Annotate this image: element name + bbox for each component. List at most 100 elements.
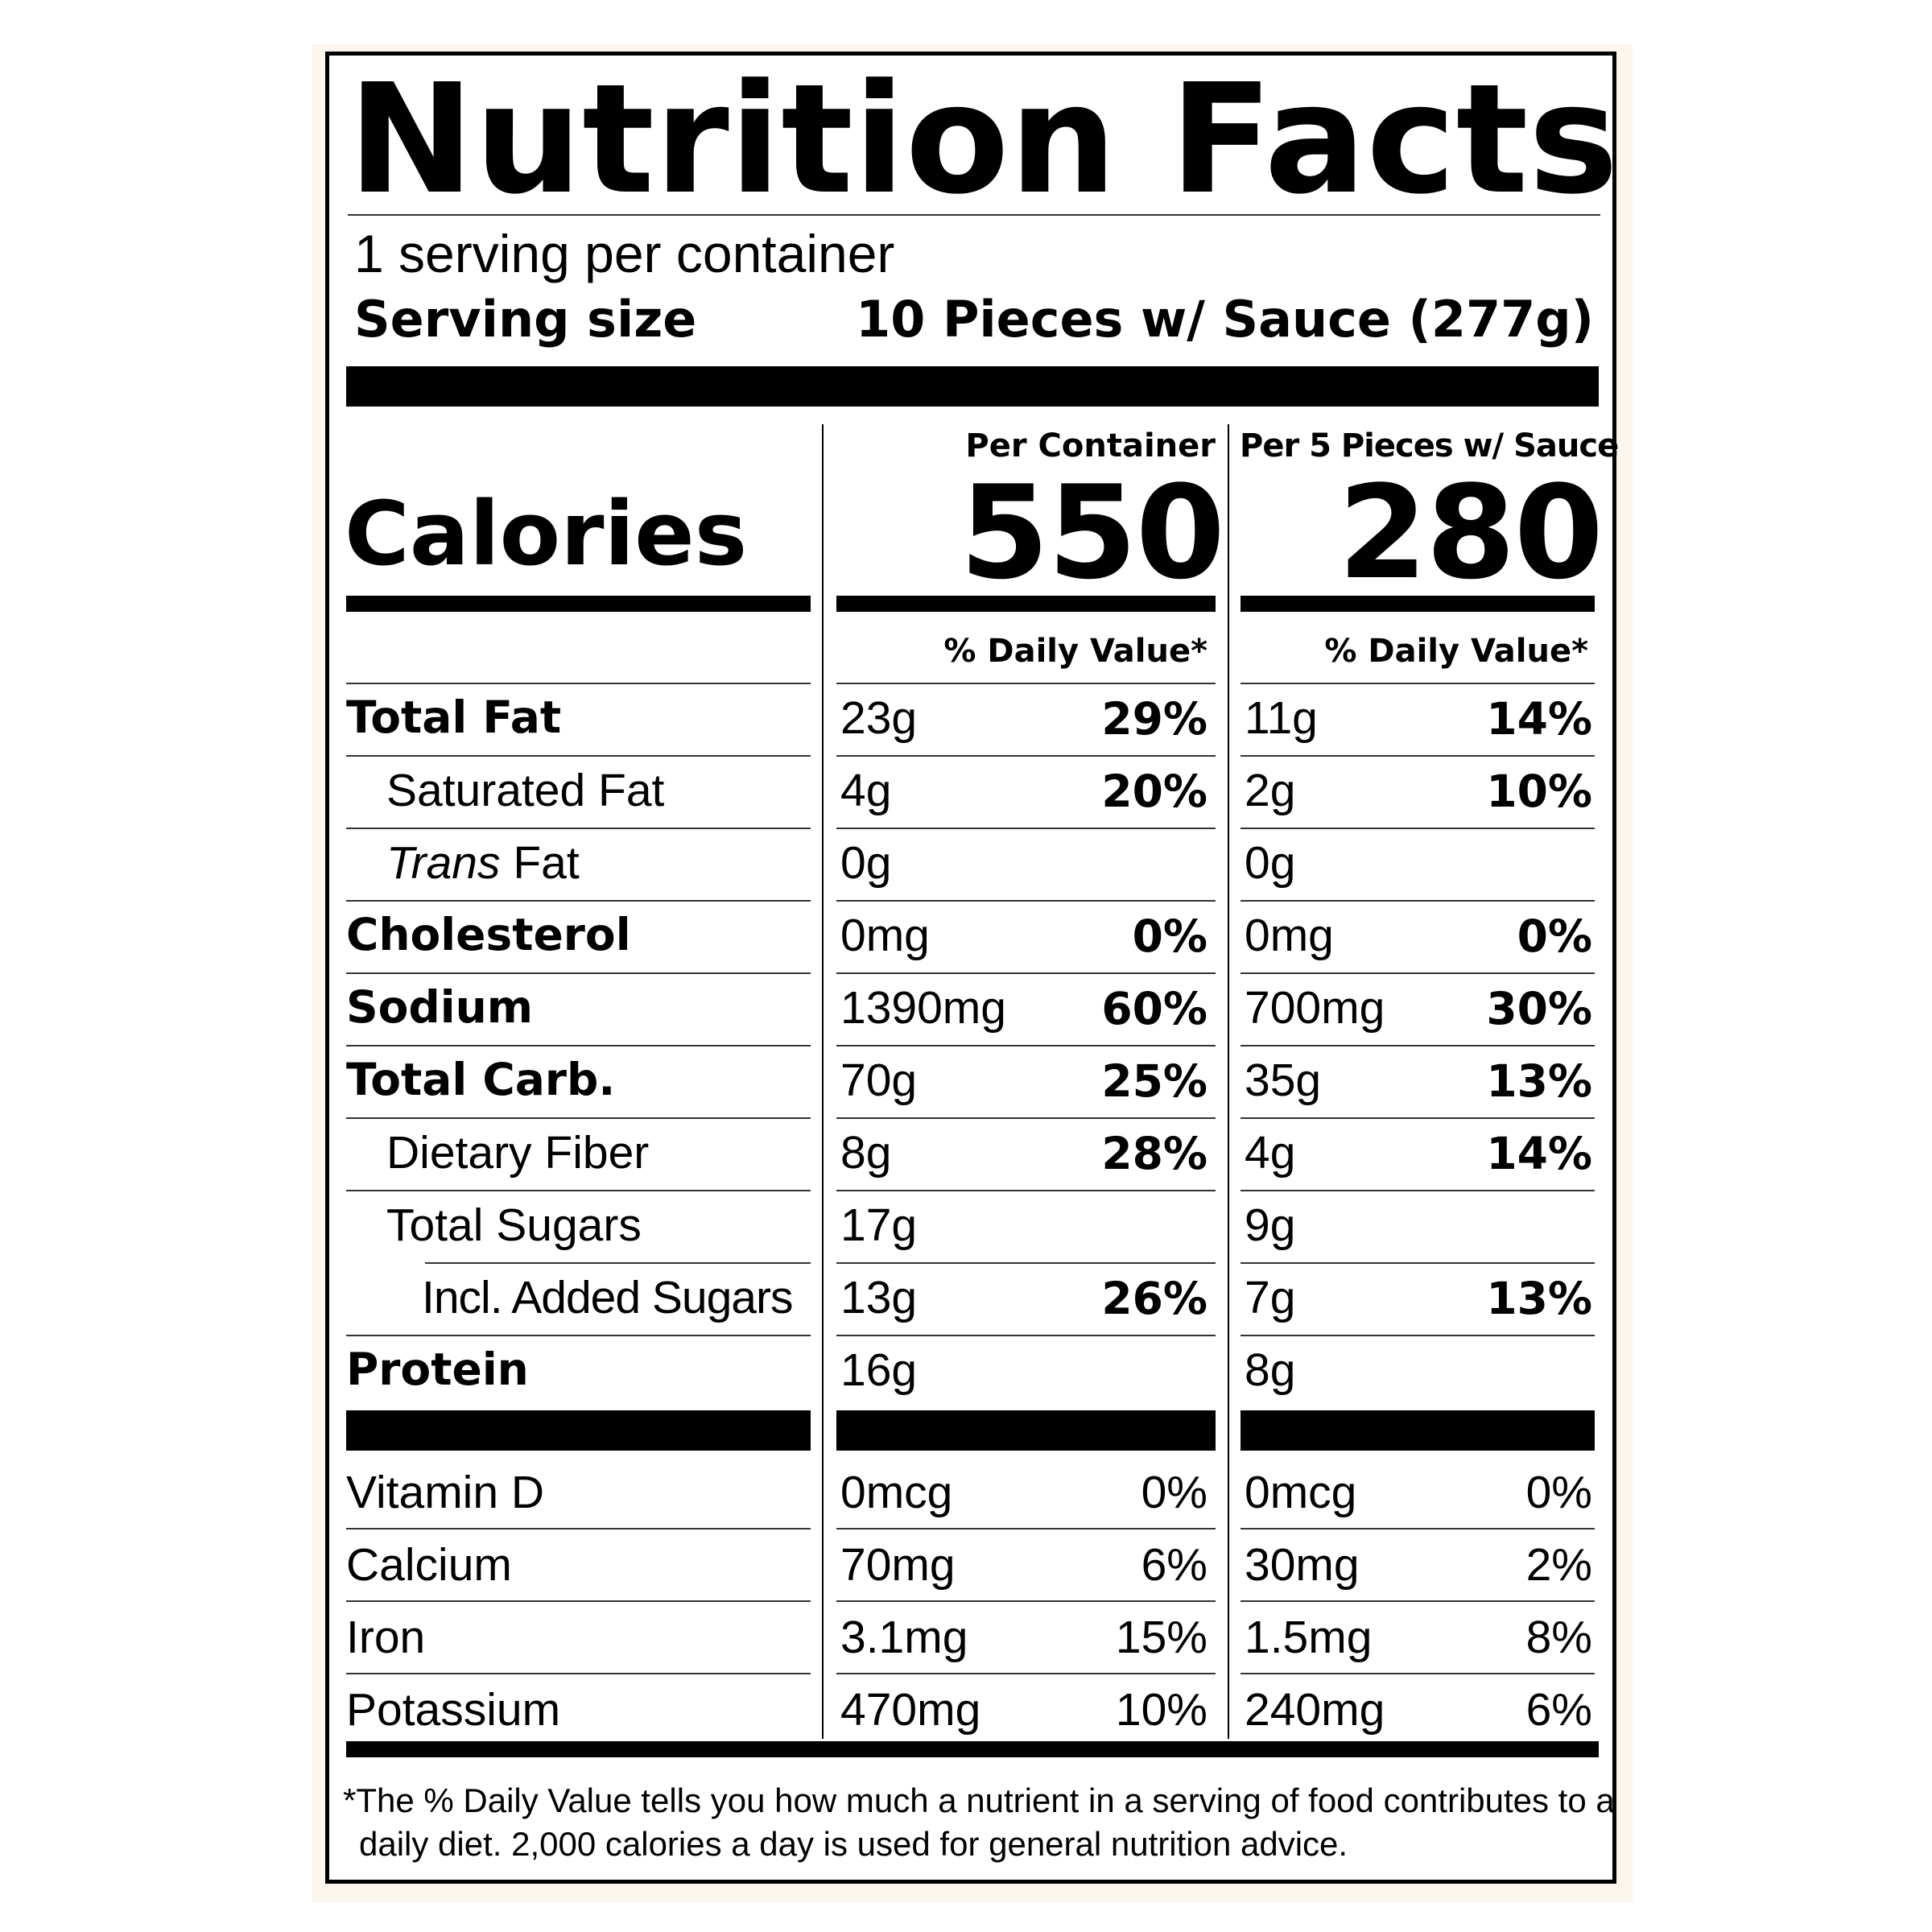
- footnote-line-2: daily diet. 2,000 calories a day is used…: [359, 1825, 1348, 1863]
- row-separator: [346, 972, 811, 974]
- thick-bar-bottom: [346, 1741, 1599, 1757]
- daily-value-col1: 10%: [1115, 1684, 1208, 1736]
- row-separator: [836, 1528, 1216, 1530]
- daily-value-header-col2: % Daily Value*: [1324, 633, 1588, 670]
- amount-col1: 8g: [840, 1127, 892, 1179]
- daily-value-col1: 15%: [1115, 1612, 1208, 1663]
- nutrient-name: Trans Fat: [386, 840, 580, 886]
- row-separator: [346, 1117, 811, 1119]
- row-separator: [1241, 755, 1595, 757]
- row-separator: [836, 1117, 1216, 1119]
- row-separator: [836, 1673, 1216, 1674]
- row-separator: [425, 1262, 811, 1264]
- amount-col1: 0g: [840, 837, 892, 889]
- row-separator: [346, 1190, 811, 1191]
- calories-bar-col1: [836, 596, 1216, 612]
- serving-size-value: 10 Pieces w/ Sauce (277g): [856, 290, 1594, 349]
- row-separator: [836, 900, 1216, 902]
- nutrition-label: [325, 52, 1616, 1884]
- row-separator: [836, 1335, 1216, 1336]
- row-separator: [1241, 1673, 1595, 1674]
- amount-col1: 3.1mg: [840, 1612, 968, 1663]
- amount-col1: 1390mg: [840, 982, 1006, 1034]
- amount-col2: 240mg: [1245, 1684, 1385, 1736]
- column-header-per-5-pieces: Per 5 Pieces w/ Sauce: [1240, 427, 1619, 464]
- amount-col1: 0mcg: [840, 1467, 953, 1518]
- row-separator: [1241, 1528, 1595, 1530]
- daily-value-col2: 14%: [1486, 693, 1592, 745]
- row-separator: [1241, 1335, 1595, 1336]
- amount-col2: 0mcg: [1245, 1467, 1357, 1518]
- vitamin-name: Vitamin D: [346, 1467, 545, 1518]
- row-separator: [346, 828, 811, 829]
- amount-col2: 700mg: [1245, 982, 1385, 1034]
- amount-col2: 2g: [1245, 765, 1296, 816]
- thick-bar-vitamins-label: [346, 1410, 811, 1451]
- calories-bar-label: [346, 596, 811, 612]
- row-separator: [836, 1190, 1216, 1191]
- amount-col2: 8g: [1245, 1344, 1296, 1396]
- column-divider-1: [822, 424, 824, 1739]
- thick-bar-vitamins-col1: [836, 1410, 1216, 1451]
- amount-col2: 30mg: [1245, 1539, 1360, 1591]
- daily-value-col1: 0%: [1132, 910, 1208, 962]
- amount-col1: 0mg: [840, 910, 930, 961]
- row-separator: [836, 755, 1216, 757]
- daily-value-col1: 29%: [1101, 693, 1208, 745]
- daily-value-col1: 25%: [1101, 1055, 1208, 1107]
- row-separator: [836, 972, 1216, 974]
- daily-value-col2: 6%: [1525, 1684, 1592, 1736]
- amount-col1: 17g: [840, 1199, 918, 1251]
- amount-col2: 9g: [1245, 1199, 1296, 1251]
- daily-value-col1: 26%: [1101, 1273, 1208, 1324]
- thick-bar-vitamins-col2: [1241, 1410, 1595, 1451]
- row-separator: [836, 1262, 1216, 1264]
- servings-per-container: 1 serving per container: [354, 224, 895, 283]
- amount-col2: 0g: [1245, 837, 1296, 889]
- row-separator: [836, 828, 1216, 829]
- row-separator: [346, 900, 811, 902]
- calories-label: Calories: [345, 482, 748, 585]
- daily-value-col1: 60%: [1101, 983, 1208, 1034]
- daily-value-col1: 20%: [1101, 766, 1208, 817]
- label-title: Nutrition Facts: [348, 52, 1619, 228]
- vitamin-name: Iron: [346, 1612, 426, 1663]
- row-separator: [346, 1673, 811, 1674]
- daily-value-col1: 0%: [1141, 1467, 1208, 1518]
- nutrient-name: Saturated Fat: [386, 765, 665, 816]
- row-separator: [836, 683, 1216, 684]
- amount-col1: 70mg: [840, 1539, 956, 1591]
- calories-per-5-pieces: 280: [1338, 457, 1604, 608]
- calories-per-container: 550: [960, 457, 1225, 608]
- vitamin-name: Potassium: [346, 1684, 561, 1736]
- daily-value-col2: 13%: [1486, 1273, 1592, 1324]
- nutrient-name: Cholesterol: [346, 909, 631, 960]
- amount-col2: 35g: [1245, 1055, 1322, 1106]
- daily-value-col2: 13%: [1486, 1055, 1592, 1107]
- nutrient-name: Total Sugars: [386, 1199, 642, 1251]
- row-separator: [1241, 1117, 1595, 1119]
- daily-value-col1: 28%: [1101, 1128, 1208, 1179]
- row-separator: [1241, 972, 1595, 974]
- row-separator: [1241, 900, 1595, 902]
- amount-col1: 4g: [840, 765, 892, 816]
- row-separator: [1241, 828, 1595, 829]
- daily-value-col2: 0%: [1517, 910, 1592, 962]
- row-separator: [1241, 1045, 1595, 1046]
- row-separator: [346, 1528, 811, 1530]
- row-separator: [346, 683, 811, 684]
- nutrient-name: Incl. Added Sugars: [422, 1272, 793, 1323]
- nutrient-name: Dietary Fiber: [386, 1127, 650, 1179]
- amount-col2: 0mg: [1245, 910, 1334, 961]
- row-separator: [346, 1045, 811, 1046]
- daily-value-col2: 2%: [1525, 1539, 1592, 1591]
- vitamin-name: Calcium: [346, 1539, 512, 1591]
- row-separator: [1241, 1262, 1595, 1264]
- calories-bar-col2: [1241, 596, 1595, 612]
- nutrient-name: Protein: [346, 1344, 529, 1395]
- nutrient-name: Total Fat: [346, 691, 562, 743]
- nutrient-name: Total Carb.: [346, 1054, 616, 1105]
- daily-value-col2: 0%: [1525, 1467, 1592, 1518]
- daily-value-header-col1: % Daily Value*: [943, 633, 1208, 670]
- daily-value-col2: 14%: [1486, 1128, 1592, 1179]
